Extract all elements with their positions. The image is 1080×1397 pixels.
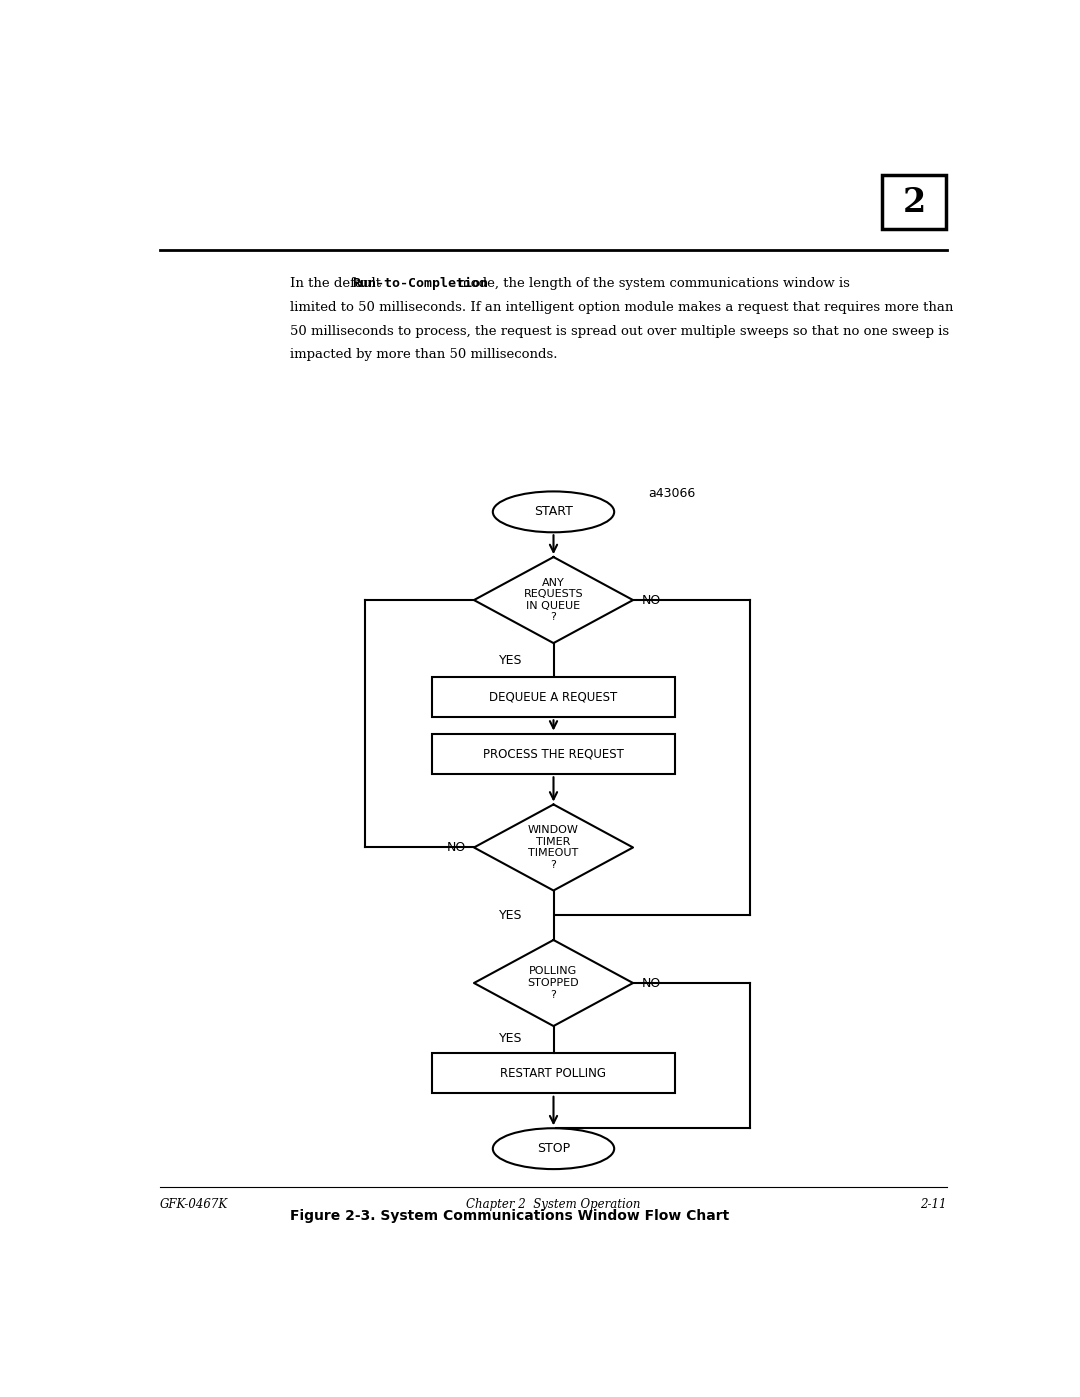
Text: impacted by more than 50 milliseconds.: impacted by more than 50 milliseconds.: [289, 348, 557, 362]
Text: ANY
REQUESTS
IN QUEUE
?: ANY REQUESTS IN QUEUE ?: [524, 578, 583, 623]
Text: PROCESS THE REQUEST: PROCESS THE REQUEST: [483, 747, 624, 760]
Text: WINDOW
TIMER
TIMEOUT
?: WINDOW TIMER TIMEOUT ?: [528, 826, 579, 870]
Text: YES: YES: [499, 654, 523, 666]
Text: DEQUEUE A REQUEST: DEQUEUE A REQUEST: [489, 690, 618, 703]
Text: RESTART POLLING: RESTART POLLING: [500, 1067, 607, 1080]
Text: NO: NO: [642, 594, 661, 606]
Text: In the default: In the default: [289, 278, 386, 291]
Text: 2: 2: [903, 186, 926, 218]
Text: YES: YES: [499, 908, 523, 922]
Text: NO: NO: [446, 841, 465, 854]
Text: Figure 2-3. System Communications Window Flow Chart: Figure 2-3. System Communications Window…: [289, 1210, 729, 1224]
Polygon shape: [474, 805, 633, 890]
Text: POLLING
STOPPED
?: POLLING STOPPED ?: [528, 967, 579, 1000]
Text: NO: NO: [642, 977, 661, 989]
Ellipse shape: [492, 492, 615, 532]
Bar: [432, 678, 675, 717]
Polygon shape: [474, 557, 633, 643]
Text: START: START: [535, 506, 572, 518]
Polygon shape: [474, 940, 633, 1025]
Text: YES: YES: [499, 1032, 523, 1045]
Text: Chapter 2  System Operation: Chapter 2 System Operation: [467, 1199, 640, 1211]
Ellipse shape: [492, 1129, 615, 1169]
Text: 2-11: 2-11: [920, 1199, 947, 1211]
Text: a43066: a43066: [648, 488, 696, 500]
Bar: [432, 733, 675, 774]
Text: STOP: STOP: [537, 1143, 570, 1155]
Bar: [432, 1053, 675, 1094]
Text: Run-to-Completion: Run-to-Completion: [352, 278, 488, 291]
Text: mode, the length of the system communications window is: mode, the length of the system communica…: [455, 278, 850, 291]
Text: 50 milliseconds to process, the request is spread out over multiple sweeps so th: 50 milliseconds to process, the request …: [289, 324, 949, 338]
FancyBboxPatch shape: [882, 175, 946, 229]
Text: limited to 50 milliseconds. If an intelligent option module makes a request that: limited to 50 milliseconds. If an intell…: [289, 300, 954, 314]
Text: GFK-0467K: GFK-0467K: [160, 1199, 228, 1211]
